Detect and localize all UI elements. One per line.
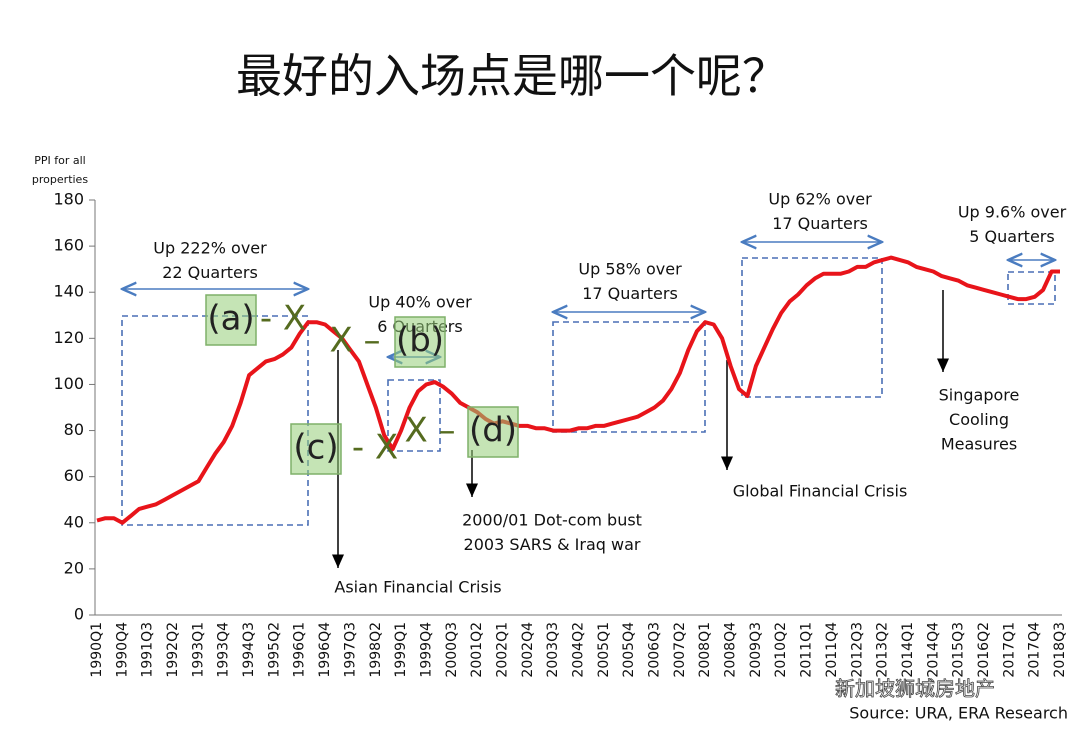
range-box [552,321,706,433]
x-tick-label: 2002Q4 [520,622,536,678]
marker-box [205,294,257,346]
watermark: 新加坡狮城房地产 [835,677,995,701]
x-tick-label: 1990Q4 [114,622,130,678]
annotation: Asian Financial Crisis [334,578,501,597]
x-tick-label: 2006Q3 [647,622,663,678]
range-box [387,379,441,452]
x-tick-label: 1992Q2 [165,622,181,678]
x-tick-label: 2016Q2 [976,622,992,678]
x-tick-label: 2018Q3 [1052,622,1068,678]
x-tick-label: 1998Q2 [368,622,384,678]
range-box [121,315,309,526]
annotation: Up 58% over [578,260,682,279]
y-tick-label: 120 [53,328,84,347]
x-tick-label: 1997Q3 [342,622,358,678]
annotation: 2000/01 Dot-com bust [462,511,642,530]
x-tick-label: 1996Q4 [317,622,333,678]
x-tick-label: 2004Q2 [571,622,587,678]
x-tick-label: 2008Q4 [723,622,739,678]
x-tick-label: 1993Q4 [216,622,232,678]
x-tick-label: 2015Q3 [951,622,967,678]
x-tick-label: 2009Q3 [748,622,764,678]
marker-label: X – [404,411,455,451]
marker-label: - X [352,428,398,468]
y-tick-label: 40 [64,512,84,531]
annotation: Singapore [939,386,1020,405]
x-tick-label: 2017Q1 [1001,622,1017,678]
marker-label: - X [260,299,306,339]
y-tick-label: 100 [53,374,84,393]
marker-label: X – [329,321,380,361]
y-tick-label: 0 [74,605,84,624]
annotation: Global Financial Crisis [733,482,908,501]
range-box [741,257,883,398]
x-tick-label: 1990Q1 [89,622,105,678]
y-tick-label: 80 [64,420,84,439]
source: Source: URA, ERA Research [849,704,1068,723]
marker-box [290,423,342,475]
range-box [1007,271,1056,305]
chart-title: 最好的入场点是哪一个呢？ [236,49,788,103]
x-tick-label: 2011Q4 [824,622,840,678]
annotation: Measures [941,435,1017,454]
annotation: 17 Quarters [582,284,678,303]
y-tick-label: 140 [53,282,84,301]
marker-box [467,406,519,458]
y-axis-label: PPI for all [34,154,85,167]
annotation: 17 Quarters [772,214,868,233]
marker-label: (b) [396,321,444,361]
annotation: 22 Quarters [162,263,258,282]
marker-label: (d) [469,411,517,451]
x-tick-label: 2001Q2 [469,622,485,678]
annotation: Cooling [949,410,1009,429]
x-tick-label: 1996Q1 [292,622,308,678]
x-tick-label: 2000Q3 [444,622,460,678]
x-tick-label: 2002Q1 [494,622,510,678]
x-tick-label: 1991Q3 [140,622,156,678]
x-tick-label: 1999Q4 [418,622,434,678]
x-tick-label: 2010Q2 [773,622,789,678]
x-tick-label: 2011Q1 [799,622,815,678]
annotation: 2003 SARS & Iraq war [464,535,641,554]
y-axis-label: properties [32,173,88,186]
x-tick-label: 2005Q1 [596,622,612,678]
x-tick-label: 1994Q3 [241,622,257,678]
y-tick-label: 160 [53,236,84,255]
x-tick-label: 2003Q3 [545,622,561,678]
x-tick-label: 2014Q4 [925,622,941,678]
marker-label: (c) [293,428,338,468]
y-tick-label: 60 [64,466,84,485]
x-tick-label: 2014Q1 [900,622,916,678]
annotation: Up 222% over [153,239,267,258]
marker-box [394,316,446,368]
annotation: 5 Quarters [969,227,1054,246]
annotation: Up 40% over [368,293,472,312]
x-tick-label: 1995Q2 [266,622,282,678]
x-tick-label: 2008Q1 [697,622,713,678]
x-tick-label: 2017Q4 [1027,622,1043,678]
marker-label: (a) [207,299,254,339]
x-tick-label: 2007Q2 [672,622,688,678]
annotation: Up 9.6% over [958,203,1067,222]
annotation: Up 62% over [768,190,872,209]
y-tick-label: 20 [64,558,84,577]
x-tick-label: 1999Q1 [393,622,409,678]
x-tick-label: 2005Q4 [621,622,637,678]
x-tick-label: 1993Q1 [190,622,206,678]
data-line [96,255,1060,525]
y-tick-label: 180 [53,190,84,209]
x-tick-label: 2012Q3 [849,622,865,678]
x-tick-label: 2013Q2 [875,622,891,678]
